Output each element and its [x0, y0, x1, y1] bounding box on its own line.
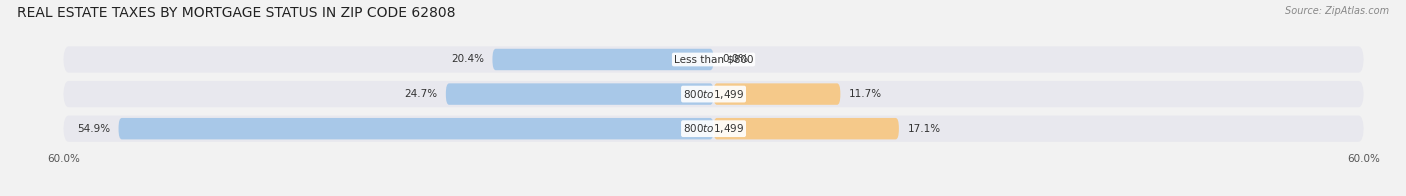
FancyBboxPatch shape — [118, 118, 713, 139]
Text: 24.7%: 24.7% — [404, 89, 437, 99]
Text: 11.7%: 11.7% — [849, 89, 882, 99]
Text: REAL ESTATE TAXES BY MORTGAGE STATUS IN ZIP CODE 62808: REAL ESTATE TAXES BY MORTGAGE STATUS IN … — [17, 6, 456, 20]
Text: 17.1%: 17.1% — [907, 124, 941, 134]
FancyBboxPatch shape — [63, 81, 1364, 107]
Text: 54.9%: 54.9% — [77, 124, 110, 134]
Text: Less than $800: Less than $800 — [673, 54, 754, 64]
Text: $800 to $1,499: $800 to $1,499 — [683, 122, 744, 135]
Text: 0.0%: 0.0% — [723, 54, 748, 64]
Text: $800 to $1,499: $800 to $1,499 — [683, 88, 744, 101]
Text: 20.4%: 20.4% — [451, 54, 484, 64]
FancyBboxPatch shape — [63, 115, 1364, 142]
FancyBboxPatch shape — [713, 118, 898, 139]
Text: Source: ZipAtlas.com: Source: ZipAtlas.com — [1285, 6, 1389, 16]
FancyBboxPatch shape — [446, 83, 713, 105]
FancyBboxPatch shape — [492, 49, 713, 70]
FancyBboxPatch shape — [63, 46, 1364, 73]
FancyBboxPatch shape — [713, 83, 841, 105]
